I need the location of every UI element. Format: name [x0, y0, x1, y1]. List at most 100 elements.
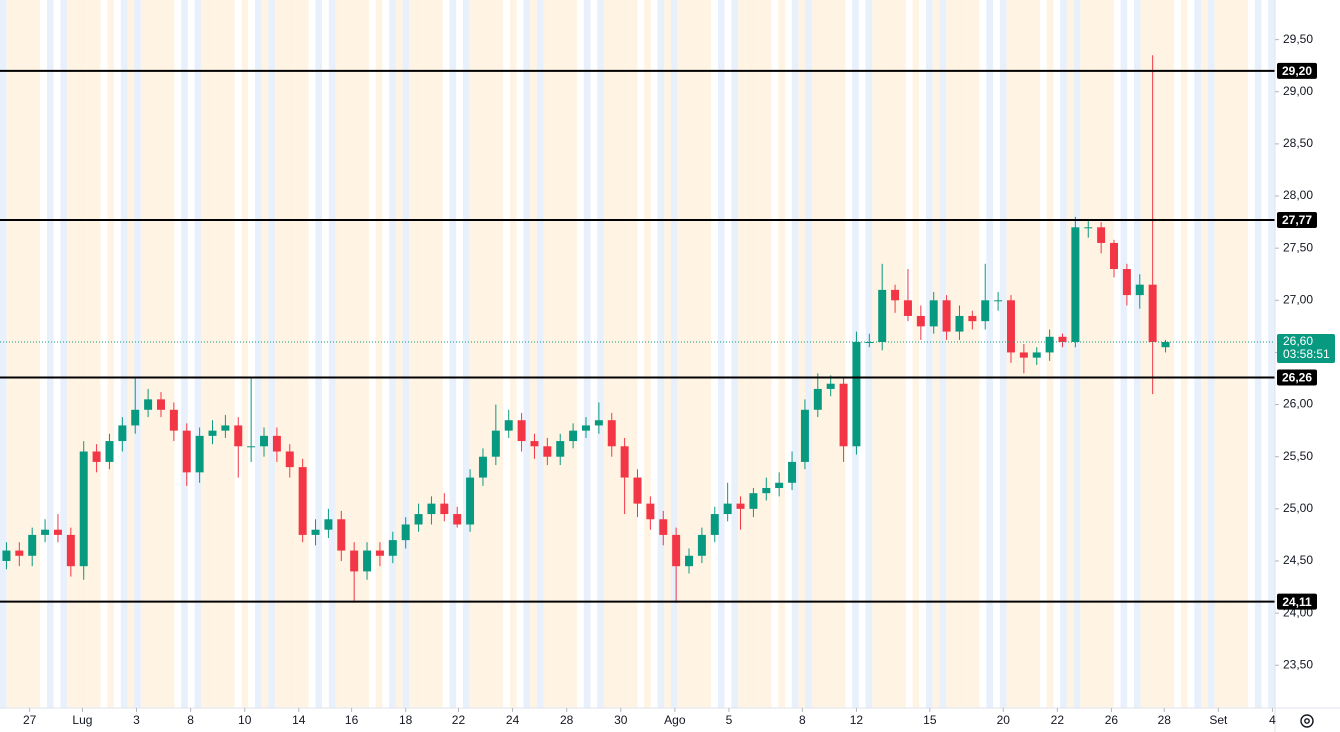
session-stripe: [0, 0, 7, 708]
x-tick-label: 4: [1269, 713, 1276, 727]
session-stripe: [617, 0, 625, 708]
candle-body: [324, 519, 333, 530]
candle-body: [672, 534, 681, 567]
session-stripe: [899, 0, 906, 708]
level-tag: [1277, 369, 1317, 386]
session-stripe: [818, 0, 826, 708]
x-tick-label: 8: [187, 713, 194, 727]
session-stripe: [1080, 0, 1088, 708]
candle-body: [414, 514, 423, 525]
session-stripe: [456, 0, 463, 708]
session-stripe: [60, 0, 68, 708]
session-stripe: [328, 0, 336, 708]
session-stripe: [1227, 0, 1235, 708]
y-tick-label: 28,00: [1283, 188, 1313, 202]
session-stripe: [93, 0, 101, 708]
candle-body: [646, 503, 655, 520]
session-stripe: [1107, 0, 1114, 708]
session-stripe: [1241, 0, 1249, 708]
session-stripe: [80, 0, 88, 708]
session-stripe: [912, 0, 920, 708]
gear-inner[interactable]: [1304, 718, 1310, 724]
session-stripe: [1201, 0, 1208, 708]
last-price-label: 26,60: [1283, 334, 1313, 348]
session-stripe: [389, 0, 396, 708]
session-stripe: [20, 0, 27, 708]
session-stripe: [805, 0, 812, 708]
candle-body: [800, 409, 809, 462]
session-stripe: [603, 0, 611, 708]
session-stripe: [73, 0, 81, 708]
x-tick-label: 12: [850, 713, 864, 727]
candle-body: [1110, 242, 1119, 270]
x-tick-label: 16: [345, 713, 359, 727]
candle-body: [607, 420, 616, 447]
candle-body: [28, 534, 37, 556]
session-stripe: [40, 0, 47, 708]
session-stripe: [308, 0, 316, 708]
x-tick-label: 15: [923, 713, 937, 727]
y-tick-label: 28,50: [1283, 136, 1313, 150]
session-stripe: [402, 0, 410, 708]
level-label: 27,77: [1282, 213, 1312, 227]
x-tick-label: 27: [23, 713, 37, 727]
session-stripe: [375, 0, 383, 708]
session-stripe: [764, 0, 772, 708]
candle-body: [697, 534, 706, 556]
session-stripe: [738, 0, 745, 708]
session-stripe: [1154, 0, 1161, 708]
countdown: 03:58:51: [1283, 347, 1330, 361]
y-tick-label: 29,00: [1283, 84, 1313, 98]
session-stripe: [1113, 0, 1121, 708]
level-tag: [1277, 593, 1317, 610]
session-stripe: [919, 0, 926, 708]
session-stripe: [1060, 0, 1067, 708]
session-stripe: [630, 0, 638, 708]
session-stripe: [624, 0, 631, 708]
candle-body: [208, 430, 217, 436]
session-stripe: [1073, 0, 1081, 708]
session-stripe: [355, 0, 363, 708]
x-tick-label: Set: [1209, 713, 1228, 727]
session-stripe: [288, 0, 296, 708]
candle-body: [569, 430, 578, 442]
session-stripe: [167, 0, 175, 708]
candle-body: [981, 300, 990, 322]
session-stripe: [644, 0, 651, 708]
session-stripe: [194, 0, 202, 708]
candle-body: [659, 519, 668, 535]
session-stripe: [1268, 0, 1275, 708]
x-tick-label: 8: [799, 713, 806, 727]
candle-body: [1148, 284, 1157, 343]
session-stripe: [717, 0, 725, 708]
candle-body: [363, 550, 372, 572]
session-stripe: [268, 0, 276, 708]
x-tick-label: 30: [614, 713, 628, 727]
session-stripe: [758, 0, 765, 708]
settings-icon[interactable]: [1300, 714, 1314, 728]
session-stripe: [563, 0, 571, 708]
session-stripe: [342, 0, 349, 708]
gear-outer[interactable]: [1300, 714, 1314, 728]
session-stripe: [832, 0, 839, 708]
candle-body: [788, 461, 797, 483]
candle-body: [1045, 336, 1054, 353]
session-stripe: [100, 0, 108, 708]
session-stripe: [979, 0, 987, 708]
session-stripe: [46, 0, 54, 708]
candle-body: [1019, 352, 1028, 358]
candle-body: [916, 315, 925, 327]
session-stripe: [248, 0, 255, 708]
session-stripe: [778, 0, 786, 708]
candle-body: [156, 399, 165, 410]
candle-body: [298, 467, 307, 535]
candle-body: [375, 550, 384, 556]
candle-body: [453, 514, 462, 525]
candle-body: [66, 534, 75, 567]
session-stripe: [1100, 0, 1108, 708]
session-stripe: [885, 0, 893, 708]
session-stripe: [409, 0, 417, 708]
session-stripe: [838, 0, 846, 708]
session-stripe: [771, 0, 779, 708]
